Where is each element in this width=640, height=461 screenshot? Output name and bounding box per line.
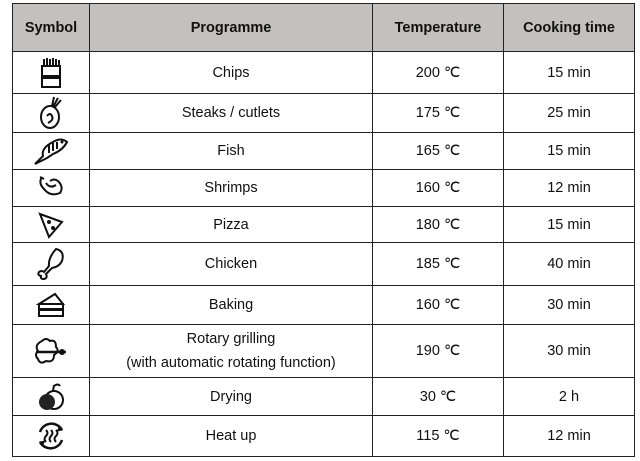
fish-icon (34, 138, 69, 165)
programme-cell: Baking (89, 285, 373, 325)
table-row: Heat up 115 ℃ 12 min (12, 415, 635, 457)
rotisserie-icon (35, 338, 66, 364)
header-programme: Programme (89, 3, 373, 52)
fruit-icon (39, 383, 64, 410)
temperature-cell: 165 ℃ (372, 132, 504, 170)
programme-name: Rotary grilling (186, 331, 276, 347)
steak-icon (40, 96, 62, 129)
header-cooking-time: Cooking time (503, 3, 635, 52)
table-row: Baking 160 ℃ 30 min (12, 285, 635, 325)
header-temperature: Temperature (372, 3, 504, 52)
temperature-cell: 115 ℃ (372, 415, 504, 457)
programme-cell: Steaks / cutlets (89, 93, 373, 133)
programme-cell: Drying (89, 377, 373, 416)
header-symbol: Symbol (12, 3, 90, 52)
time-cell: 15 min (503, 51, 635, 94)
pizza-icon (38, 211, 64, 239)
shrimp-icon (39, 176, 63, 196)
programme-cell: Chicken (89, 242, 373, 286)
temperature-cell: 175 ℃ (372, 93, 504, 133)
time-cell: 12 min (503, 169, 635, 207)
table-row: Rotary grilling (with automatic rotating … (12, 324, 635, 378)
programme-note: (with automatic rotating function) (126, 355, 336, 371)
programme-cell: Shrimps (89, 169, 373, 207)
table-row: Chips 200 ℃ 15 min (12, 51, 635, 94)
time-cell: 30 min (503, 324, 635, 378)
temperature-cell: 30 ℃ (372, 377, 504, 416)
programme-cell: Pizza (89, 206, 373, 243)
heat-up-icon (38, 422, 64, 450)
cake-icon (36, 292, 66, 317)
chips-icon (41, 57, 61, 88)
table-row: Chicken 185 ℃ 40 min (12, 242, 635, 286)
temperature-cell: 160 ℃ (372, 285, 504, 325)
temperature-cell: 190 ℃ (372, 324, 504, 378)
time-cell: 15 min (503, 206, 635, 243)
programme-cell: Rotary grilling (with automatic rotating … (89, 324, 373, 378)
temperature-cell: 200 ℃ (372, 51, 504, 94)
chicken-leg-icon (37, 247, 64, 281)
table-row: Drying 30 ℃ 2 h (12, 377, 635, 416)
table-row: Pizza 180 ℃ 15 min (12, 206, 635, 243)
programme-cell: Heat up (89, 415, 373, 457)
time-cell: 25 min (503, 93, 635, 133)
temperature-cell: 160 ℃ (372, 169, 504, 207)
time-cell: 30 min (503, 285, 635, 325)
temperature-cell: 180 ℃ (372, 206, 504, 243)
time-cell: 12 min (503, 415, 635, 457)
temperature-cell: 185 ℃ (372, 242, 504, 286)
time-cell: 15 min (503, 132, 635, 170)
table-row: Shrimps 160 ℃ 12 min (12, 169, 635, 207)
programme-cell: Fish (89, 132, 373, 170)
cooking-programme-table: Symbol Programme Temperature Cooking tim… (12, 3, 635, 457)
header-row: Symbol Programme Temperature Cooking tim… (12, 3, 635, 52)
table-row: Steaks / cutlets 175 ℃ 25 min (12, 93, 635, 133)
programme-cell: Chips (89, 51, 373, 94)
time-cell: 2 h (503, 377, 635, 416)
time-cell: 40 min (503, 242, 635, 286)
table-row: Fish 165 ℃ 15 min (12, 132, 635, 170)
